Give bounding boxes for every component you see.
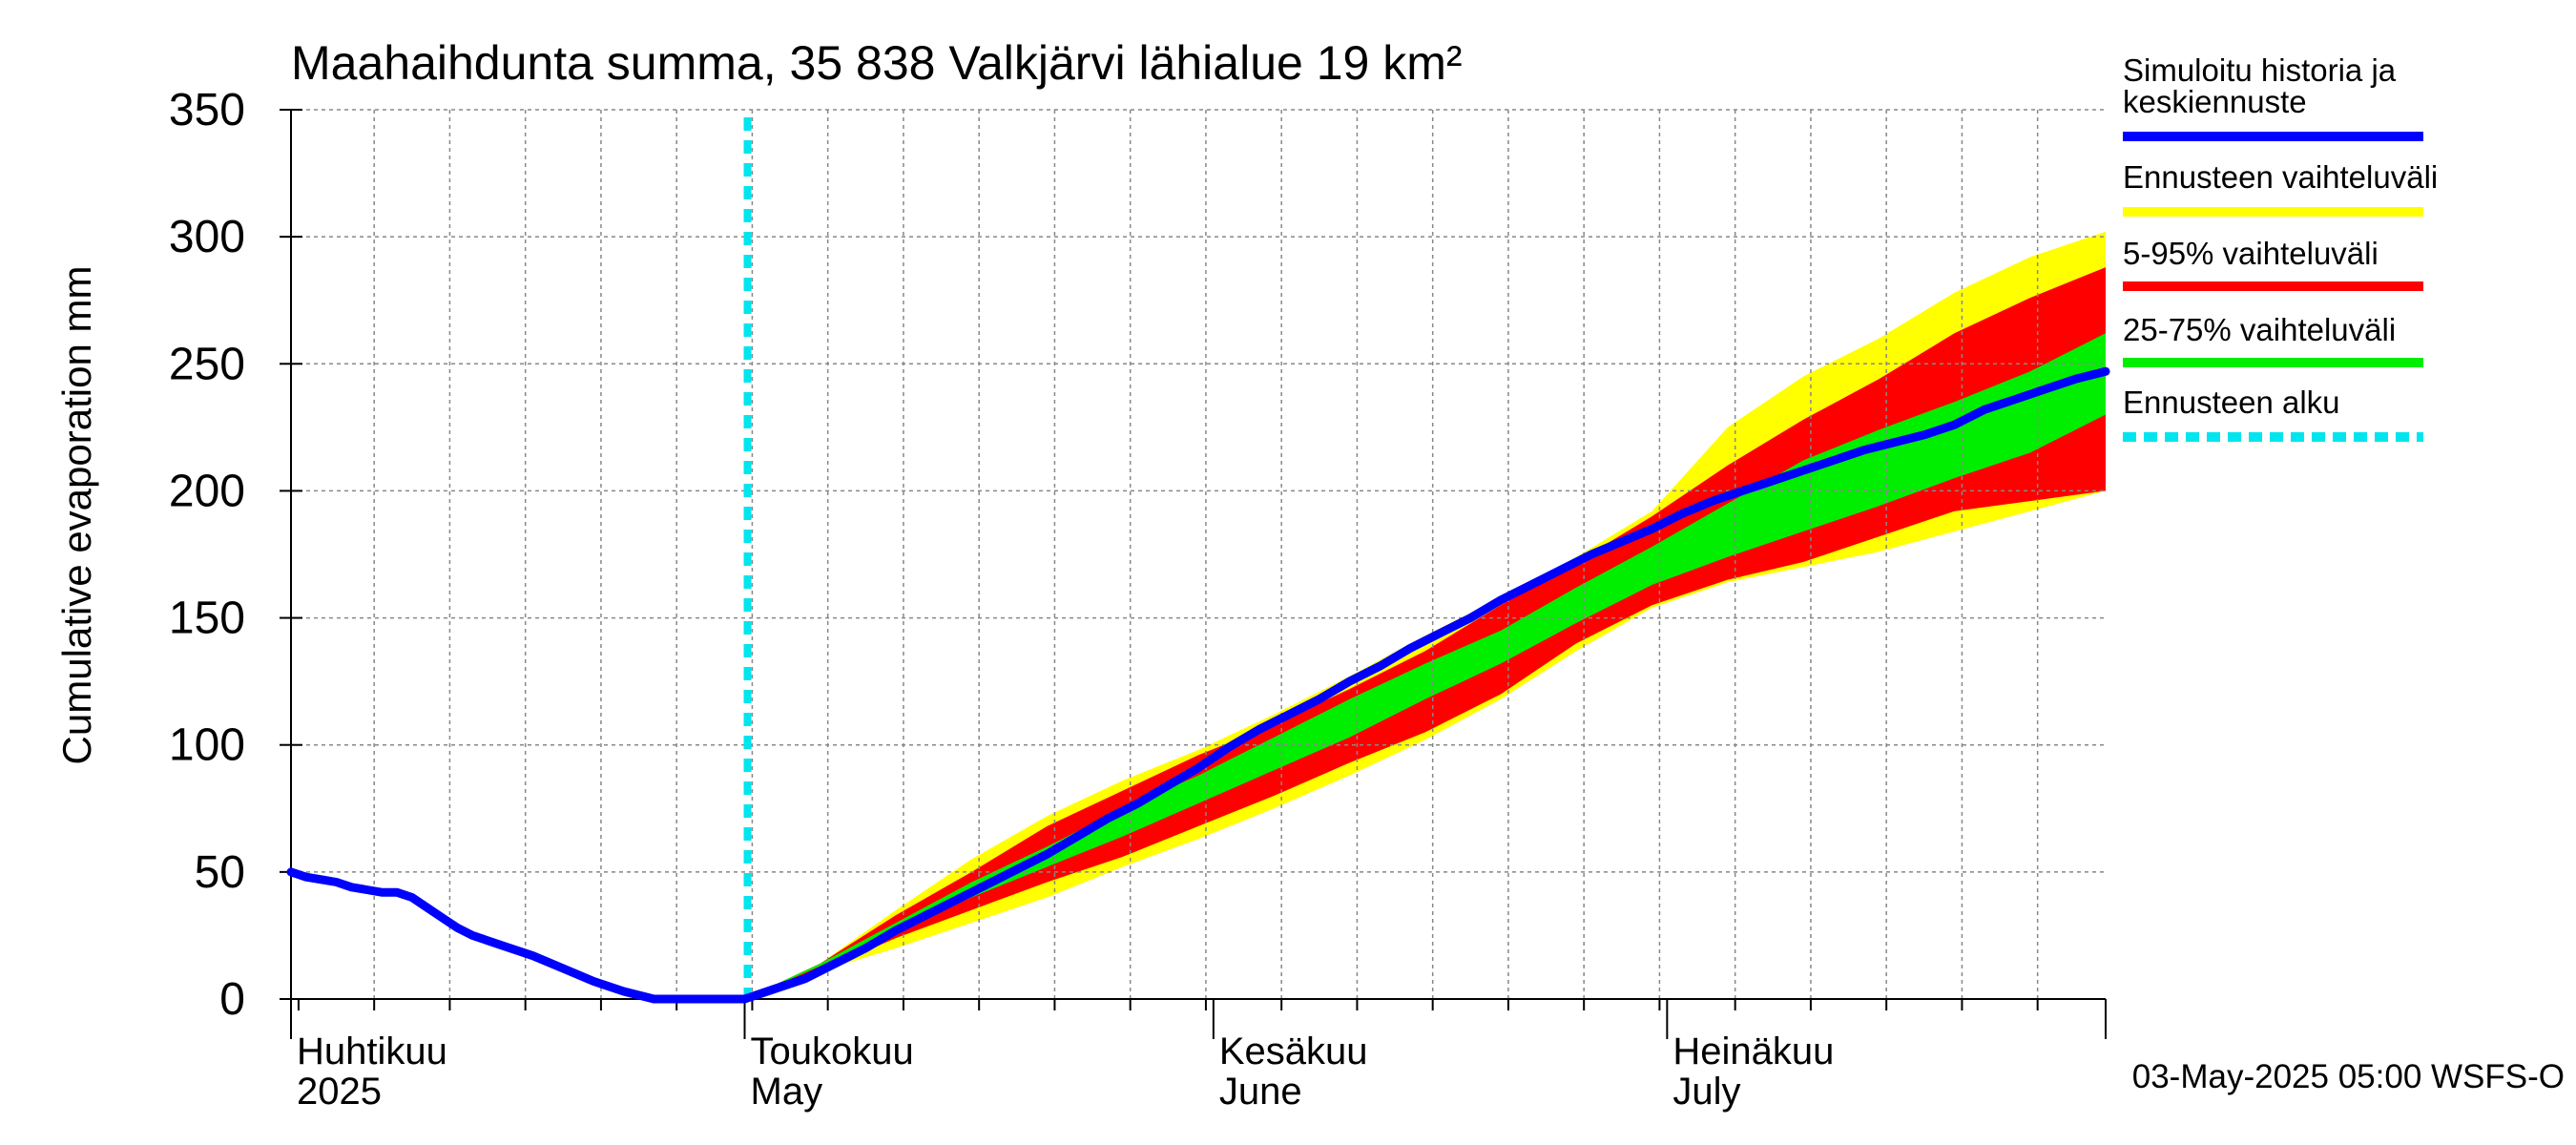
legend-label: 25-75% vaihteluväli [2123,312,2396,347]
x-month-label-en: 2025 [297,1071,382,1113]
legend-label: keskiennuste [2123,84,2307,119]
median-line [740,366,2110,1004]
band-5-95-vaihteluvali [744,267,2106,1000]
history-line [286,867,749,1004]
x-month-label-en: June [1219,1071,1302,1113]
y-tick-label: 200 [169,466,245,516]
y-tick-label: 100 [169,720,245,771]
y-tick-label: 250 [169,339,245,389]
legend-label: Ennusteen alku [2123,385,2340,420]
y-tick-label: 0 [219,974,245,1025]
x-month-label-en: May [751,1071,823,1113]
x-month-label-fi: Kesäkuu [1219,1030,1368,1072]
legend-label: Simuloitu historia ja [2123,52,2397,88]
y-tick-label: 350 [169,85,245,135]
y-axis-label: Cumulative evaporation mm [54,266,99,765]
x-month-label-fi: Toukokuu [751,1030,914,1072]
x-month-label-fi: Huhtikuu [297,1030,447,1072]
x-month-label-fi: Heinäkuu [1672,1030,1834,1072]
x-month-label-en: July [1672,1071,1740,1113]
legend-label: Ennusteen vaihteluväli [2123,159,2438,195]
legend-label: 5-95% vaihteluväli [2123,236,2379,271]
y-tick-label: 300 [169,212,245,262]
chart-title: Maahaihdunta summa, 35 838 Valkjärvi läh… [291,36,1463,90]
timestamp-footer: 03-May-2025 05:00 WSFS-O [2132,1058,2565,1095]
y-tick-label: 150 [169,593,245,644]
y-tick-label: 50 [195,847,245,898]
band-ennusteen-vaihteluvali [744,231,2106,1000]
